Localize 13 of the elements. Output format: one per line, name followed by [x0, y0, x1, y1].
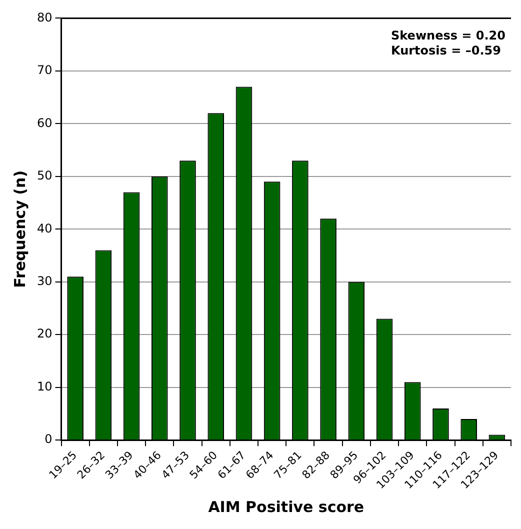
y-tick-label: 50 — [36, 168, 52, 183]
y-tick-label: 20 — [36, 326, 52, 341]
annotation: Skewness = 0.20 — [391, 28, 506, 42]
y-tick-label: 70 — [36, 63, 52, 78]
y-tick-label: 80 — [36, 10, 52, 24]
y-axis-title: Frequency (n) — [10, 170, 29, 288]
y-tick-label: 60 — [36, 116, 52, 130]
y-tick-label: 10 — [36, 379, 52, 394]
y-tick-label: 40 — [36, 221, 52, 236]
y-tick-label: 30 — [36, 274, 52, 288]
annotation: Kurtosis = –0.59 — [391, 43, 501, 58]
x-axis-title: AIM Positive score — [208, 498, 364, 516]
y-tick-label: 0 — [44, 432, 52, 446]
